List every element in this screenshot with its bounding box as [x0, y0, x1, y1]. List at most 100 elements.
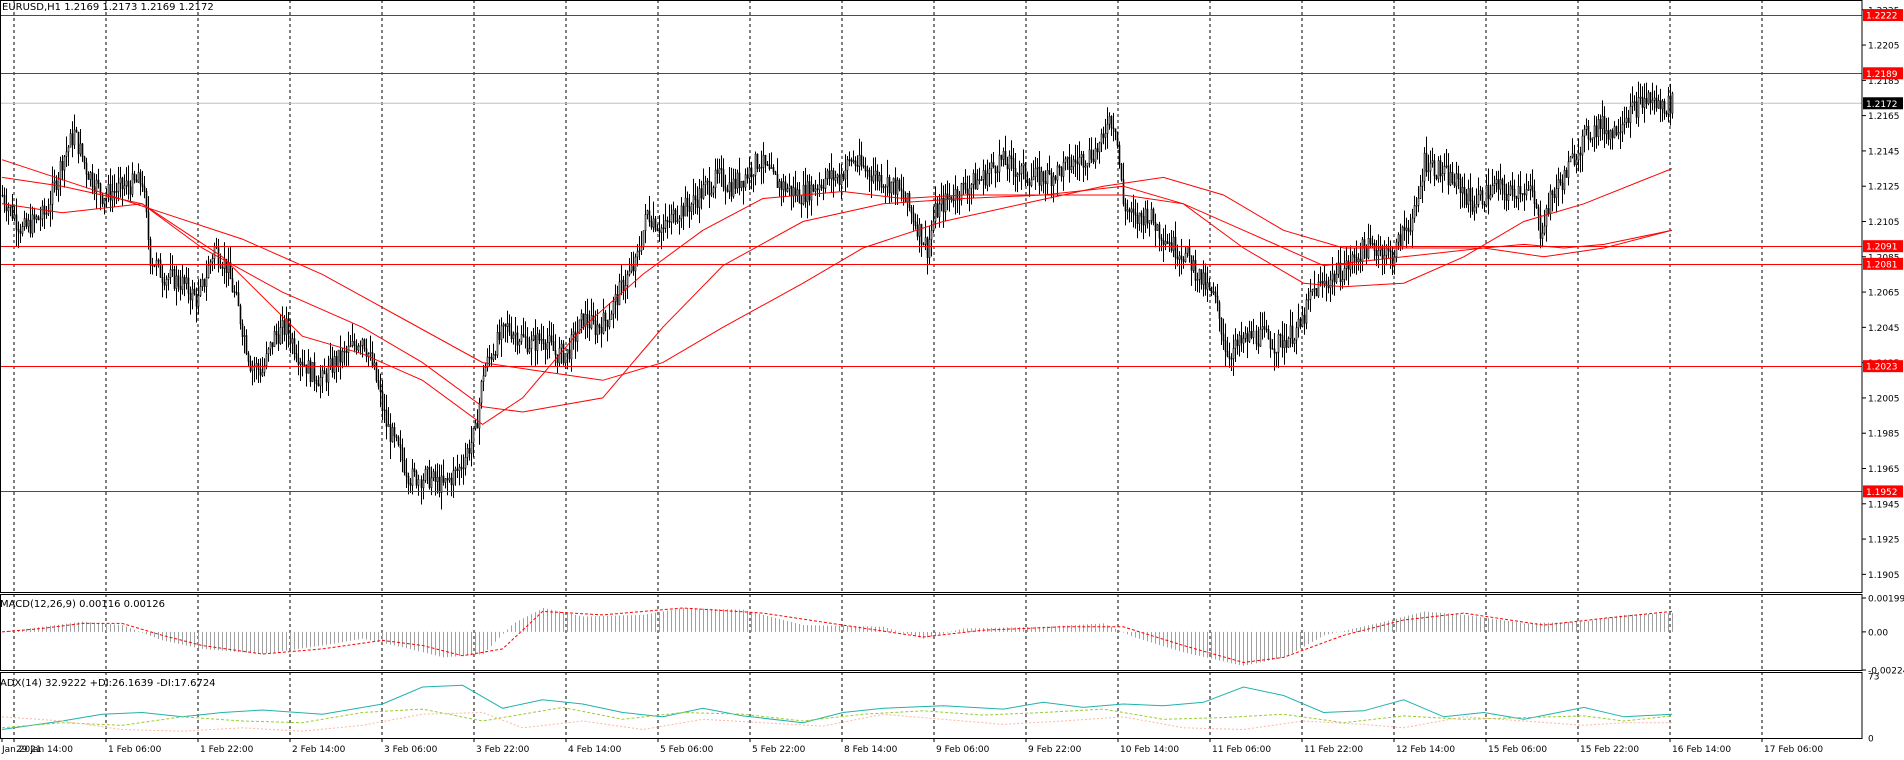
candle-body — [456, 468, 459, 471]
candle-body — [1641, 96, 1644, 108]
candle-body — [1240, 335, 1243, 344]
candle-body — [464, 457, 467, 469]
candle-body — [1158, 224, 1161, 239]
candle-body — [1198, 269, 1201, 280]
candle-body — [628, 270, 631, 275]
candle-body — [1248, 331, 1251, 342]
candle-body — [1413, 205, 1416, 219]
candle-body — [1104, 133, 1107, 138]
candle-body — [1321, 281, 1324, 285]
candle-body — [994, 166, 997, 174]
candle-body — [1200, 269, 1203, 285]
x-tick-label: 11 Feb 22:00 — [1304, 745, 1363, 755]
candle-body — [267, 348, 270, 355]
candle-body — [1331, 273, 1334, 281]
candle-body — [187, 277, 190, 294]
candle-body — [762, 154, 765, 168]
candle-body — [63, 156, 66, 171]
candle-body — [564, 353, 567, 364]
candle-body — [874, 170, 877, 176]
candle-body — [1094, 148, 1097, 163]
candle-body — [143, 186, 146, 192]
candle-body — [1521, 193, 1524, 195]
candle-body — [1050, 173, 1053, 187]
macd-y-tick-label: 0.00199 — [1868, 595, 1904, 605]
candle-body — [910, 207, 913, 214]
candle-body — [1196, 279, 1199, 281]
candle-body — [1150, 208, 1153, 221]
candle-body — [758, 166, 761, 169]
candle-body — [1347, 260, 1350, 270]
candle-body — [377, 380, 380, 387]
candle-body — [1016, 173, 1019, 177]
candle-body — [856, 165, 859, 167]
candle-body — [540, 338, 543, 341]
candle-body — [848, 159, 851, 161]
candle-body — [646, 210, 649, 215]
candle-body — [858, 154, 861, 167]
candle-body — [273, 331, 276, 347]
candle-body — [578, 319, 581, 334]
candle-body — [1166, 241, 1169, 245]
candle-body — [295, 353, 298, 359]
candle-body — [1046, 170, 1049, 185]
candle-body — [1317, 282, 1320, 297]
candle-body — [1615, 126, 1618, 136]
moving-average-line — [1, 168, 1673, 426]
candle-body — [407, 475, 410, 484]
candle-body — [782, 181, 785, 190]
adx-pane[interactable] — [1, 672, 1763, 738]
candle-body — [550, 335, 553, 342]
candle-body — [434, 471, 437, 482]
candle-body — [686, 197, 689, 207]
candle-body — [1307, 298, 1310, 301]
candle-body — [962, 182, 965, 185]
candle-body — [71, 133, 74, 146]
candle-body — [395, 435, 398, 438]
candle-body — [1447, 165, 1450, 186]
x-tick-label: 3 Feb 22:00 — [476, 745, 530, 755]
candle-body — [107, 183, 110, 196]
candle-body — [722, 169, 725, 188]
candle-body — [850, 159, 853, 162]
candle-body — [1337, 262, 1340, 275]
price-pane[interactable] — [0, 0, 1862, 592]
candle-body — [1004, 151, 1007, 165]
candle-body — [1160, 237, 1163, 241]
candle-body — [1619, 131, 1622, 134]
candle-body — [860, 154, 863, 166]
candle-body — [1281, 335, 1284, 349]
candle-body — [756, 153, 759, 169]
candle-body — [952, 199, 955, 202]
candle-body — [596, 324, 599, 336]
candle-body — [750, 167, 753, 178]
candle-body — [1148, 220, 1151, 224]
candle-body — [1138, 212, 1141, 225]
candle-body — [97, 179, 100, 185]
candle-body — [1146, 208, 1149, 224]
candle-body — [678, 218, 681, 222]
candle-body — [1020, 165, 1023, 174]
candle-body — [696, 199, 699, 208]
candle-body — [89, 172, 92, 180]
candle-body — [1000, 154, 1003, 160]
candle-body — [1637, 97, 1640, 118]
candle-body — [1381, 246, 1384, 260]
macd-pane[interactable] — [1, 594, 1763, 670]
candle-body — [373, 362, 376, 366]
candle-body — [67, 146, 70, 153]
candle-body — [742, 180, 745, 188]
candle-body — [1487, 184, 1490, 200]
candle-body — [75, 129, 78, 133]
candle-body — [896, 179, 899, 195]
candle-body — [462, 467, 465, 470]
candle-body — [676, 220, 679, 223]
candle-body — [772, 167, 775, 173]
candle-body — [1152, 208, 1155, 223]
candle-body — [1257, 343, 1260, 347]
candle-body — [1008, 155, 1011, 170]
y-tick-label: 1.1925 — [1868, 536, 1900, 546]
adx-series-line — [1, 706, 1673, 729]
candle-body — [1120, 163, 1123, 180]
candle-body — [520, 334, 523, 342]
